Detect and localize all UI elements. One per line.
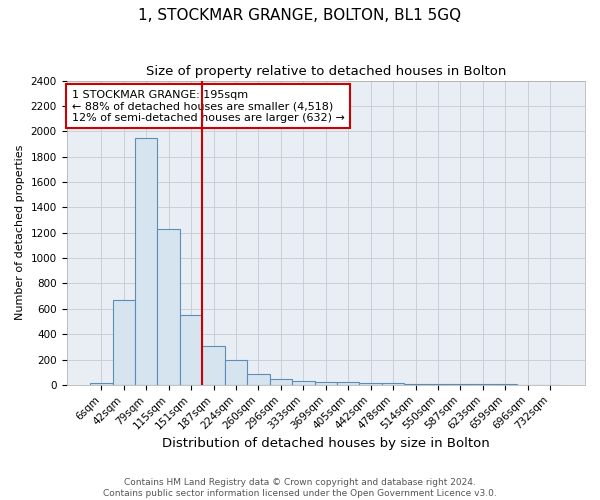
Bar	[157, 229, 180, 385]
Bar	[113, 300, 135, 385]
Bar	[247, 374, 269, 385]
Bar	[202, 346, 225, 385]
Bar	[404, 384, 427, 385]
Bar	[180, 315, 202, 385]
X-axis label: Distribution of detached houses by size in Bolton: Distribution of detached houses by size …	[162, 437, 490, 450]
Bar	[472, 384, 494, 385]
Bar	[427, 384, 449, 385]
Bar	[337, 382, 359, 385]
Text: 1 STOCKMAR GRANGE: 195sqm
← 88% of detached houses are smaller (4,518)
12% of se: 1 STOCKMAR GRANGE: 195sqm ← 88% of detac…	[72, 90, 344, 123]
Y-axis label: Number of detached properties: Number of detached properties	[15, 145, 25, 320]
Bar	[292, 381, 314, 385]
Bar	[314, 382, 337, 385]
Title: Size of property relative to detached houses in Bolton: Size of property relative to detached ho…	[146, 65, 506, 78]
Bar	[90, 382, 113, 385]
Bar	[135, 138, 157, 385]
Text: 1, STOCKMAR GRANGE, BOLTON, BL1 5GQ: 1, STOCKMAR GRANGE, BOLTON, BL1 5GQ	[139, 8, 461, 22]
Text: Contains HM Land Registry data © Crown copyright and database right 2024.
Contai: Contains HM Land Registry data © Crown c…	[103, 478, 497, 498]
Bar	[225, 360, 247, 385]
Bar	[449, 384, 472, 385]
Bar	[359, 382, 382, 385]
Bar	[269, 378, 292, 385]
Bar	[382, 384, 404, 385]
